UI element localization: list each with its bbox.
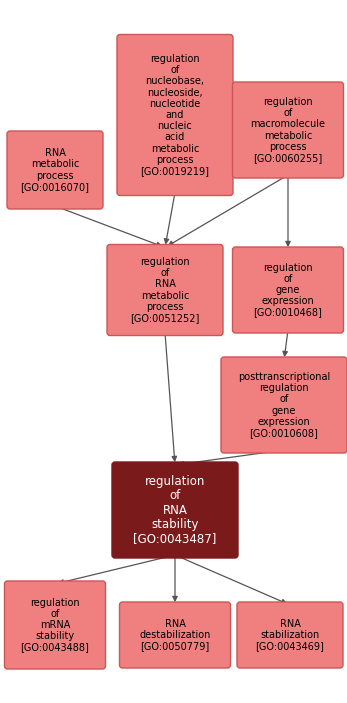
Text: RNA
destabilization
[GO:0050779]: RNA destabilization [GO:0050779] — [139, 619, 211, 651]
Text: RNA
stabilization
[GO:0043469]: RNA stabilization [GO:0043469] — [255, 619, 324, 651]
FancyBboxPatch shape — [232, 82, 344, 178]
Text: posttranscriptional
regulation
of
gene
expression
[GO:0010608]: posttranscriptional regulation of gene e… — [238, 372, 330, 438]
FancyBboxPatch shape — [5, 581, 105, 669]
Text: regulation
of
nucleobase,
nucleoside,
nucleotide
and
nucleic
acid
metabolic
proc: regulation of nucleobase, nucleoside, nu… — [141, 54, 210, 176]
FancyBboxPatch shape — [7, 131, 103, 209]
FancyBboxPatch shape — [119, 602, 230, 668]
FancyBboxPatch shape — [112, 462, 238, 558]
Text: regulation
of
gene
expression
[GO:0010468]: regulation of gene expression [GO:001046… — [254, 263, 322, 317]
FancyBboxPatch shape — [117, 34, 233, 195]
FancyBboxPatch shape — [232, 247, 344, 333]
Text: RNA
metabolic
process
[GO:0016070]: RNA metabolic process [GO:0016070] — [20, 148, 90, 192]
Text: regulation
of
RNA
metabolic
process
[GO:0051252]: regulation of RNA metabolic process [GO:… — [130, 257, 200, 323]
FancyBboxPatch shape — [237, 602, 343, 668]
Text: regulation
of
mRNA
stability
[GO:0043488]: regulation of mRNA stability [GO:0043488… — [20, 598, 90, 652]
FancyBboxPatch shape — [221, 357, 347, 453]
Text: regulation
of
RNA
stability
[GO:0043487]: regulation of RNA stability [GO:0043487] — [133, 475, 217, 546]
Text: regulation
of
macromolecule
metabolic
process
[GO:0060255]: regulation of macromolecule metabolic pr… — [251, 97, 325, 163]
FancyBboxPatch shape — [107, 245, 223, 335]
